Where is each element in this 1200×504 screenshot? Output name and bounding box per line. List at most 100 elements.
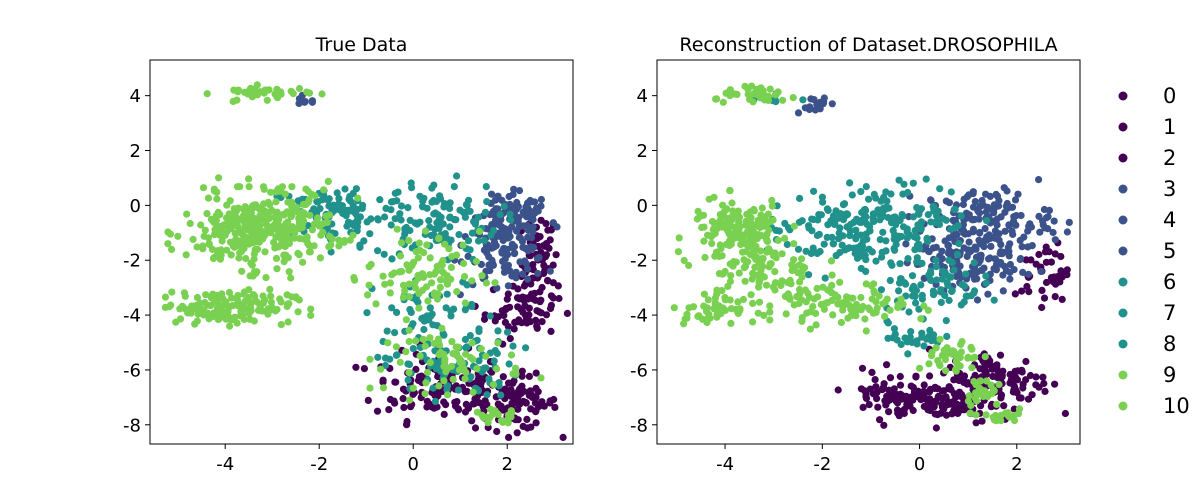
scatter-point-label-10	[296, 235, 304, 243]
scatter-point-label-1	[537, 296, 545, 304]
scatter-point-label-10	[221, 310, 229, 318]
scatter-point-label-3	[990, 209, 998, 217]
scatter-point-label-2	[871, 376, 879, 384]
scatter-point-label-1	[1017, 394, 1025, 402]
scatter-point-label-10	[227, 251, 235, 259]
scatter-point-label-0	[400, 403, 408, 412]
legend-label: 4	[1163, 208, 1176, 232]
scatter-point-label-7	[909, 213, 918, 221]
scatter-point-label-7	[935, 220, 944, 228]
scatter-point-label-7	[843, 210, 851, 218]
scatter-point-label-3	[1041, 224, 1049, 232]
scatter-point-label-10	[208, 245, 217, 253]
scatter-point-label-6	[929, 331, 938, 339]
scatter-point-label-10	[307, 305, 315, 313]
scatter-point-label-10	[253, 229, 261, 237]
scatter-point-label-2	[513, 429, 521, 437]
scatter-point-label-3	[990, 201, 998, 209]
scatter-point-label-10	[233, 319, 241, 327]
scatter-point-label-0	[932, 424, 941, 432]
scatter-point-label-8	[443, 290, 451, 298]
scatter-point-label-10	[401, 287, 409, 295]
scatter-point-label-9	[434, 335, 442, 343]
scatter-point-label-10	[726, 92, 734, 100]
scatter-point-label-10	[278, 183, 286, 191]
scatter-point-label-4	[526, 196, 534, 205]
scatter-point-label-10	[746, 250, 754, 258]
scatter-point-label-2	[494, 400, 502, 408]
scatter-point-label-0	[978, 417, 986, 425]
scatter-point-label-9	[421, 342, 429, 350]
scatter-point-label-4	[976, 240, 984, 248]
scatter-point-label-8	[913, 241, 922, 249]
scatter-point-label-10	[280, 211, 288, 219]
scatter-point-label-6	[387, 221, 395, 229]
scatter-point-label-9	[749, 269, 757, 277]
scatter-point-label-9	[823, 299, 831, 307]
scatter-point-label-6	[836, 224, 844, 232]
scatter-point-label-7	[446, 213, 454, 221]
scatter-point-label-8	[902, 280, 910, 288]
scatter-point-label-10	[247, 228, 256, 236]
scatter-point-label-6	[340, 208, 348, 216]
scatter-point-label-8	[967, 292, 975, 300]
scatter-point-label-10	[201, 226, 209, 234]
scatter-point-label-1	[533, 322, 541, 330]
scatter-point-label-10	[299, 258, 307, 266]
scatter-point-label-10	[711, 294, 720, 302]
scatter-point-label-6	[346, 197, 355, 205]
scatter-point-label-7	[461, 213, 469, 221]
scatter-point-label-9	[469, 388, 477, 396]
scatter-point-label-7	[419, 197, 427, 205]
scatter-point-label-10	[743, 210, 751, 218]
scatter-point-label-5	[523, 265, 532, 273]
scatter-point-label-10	[712, 248, 721, 256]
scatter-point-label-10	[271, 90, 279, 98]
scatter-point-label-3	[308, 97, 316, 105]
scatter-point-label-10	[729, 207, 737, 215]
scatter-point-label-10	[439, 256, 447, 265]
scatter-point-label-9	[281, 190, 289, 198]
scatter-point-label-0	[440, 410, 448, 418]
scatter-point-label-7	[404, 204, 412, 212]
scatter-point-label-9	[724, 282, 732, 290]
legend-label: 1	[1163, 115, 1176, 139]
scatter-point-label-7	[857, 218, 866, 226]
scatter-point-label-8	[927, 267, 935, 275]
scatter-point-label-2	[506, 389, 514, 397]
scatter-point-label-6	[859, 237, 867, 245]
scatter-point-label-10	[693, 215, 701, 223]
scatter-point-label-6	[891, 330, 899, 338]
scatter-point-label-7	[409, 345, 417, 353]
y-tick-label: -8	[630, 415, 648, 436]
scatter-point-label-8	[942, 317, 950, 325]
scatter-point-label-7	[909, 179, 917, 187]
scatter-point-label-10	[759, 87, 767, 95]
scatter-point-label-10	[252, 297, 260, 305]
scatter-point-label-3	[982, 208, 990, 216]
scatter-point-label-0	[1051, 250, 1059, 258]
scatter-point-label-7	[887, 190, 895, 198]
scatter-point-label-2	[883, 361, 891, 369]
legend: 0 1 2 3 4 5 6 7 8 9 10	[1118, 84, 1190, 418]
scatter-point-label-2	[505, 433, 513, 441]
scatter-point-label-9	[778, 277, 786, 285]
scatter-point-label-0	[409, 390, 417, 398]
scatter-point-label-7	[474, 237, 483, 245]
scatter-point-label-9	[193, 243, 201, 251]
scatter-point-label-1	[949, 409, 958, 417]
scatter-point-label-0	[392, 378, 400, 386]
scatter-point-label-9	[954, 361, 962, 369]
scatter-point-label-8	[939, 269, 948, 277]
scatter-point-label-9	[494, 339, 502, 347]
scatter-point-label-6	[794, 245, 803, 253]
scatter-point-label-2	[904, 400, 912, 408]
scatter-point-label-10	[181, 292, 189, 300]
scatter-point-label-1	[947, 400, 955, 408]
scatter-point-label-6	[814, 216, 822, 224]
scatter-point-label-6	[350, 222, 358, 230]
scatter-point-label-8	[872, 257, 880, 265]
scatter-point-label-8	[896, 279, 904, 287]
scatter-point-label-0	[1035, 250, 1043, 259]
